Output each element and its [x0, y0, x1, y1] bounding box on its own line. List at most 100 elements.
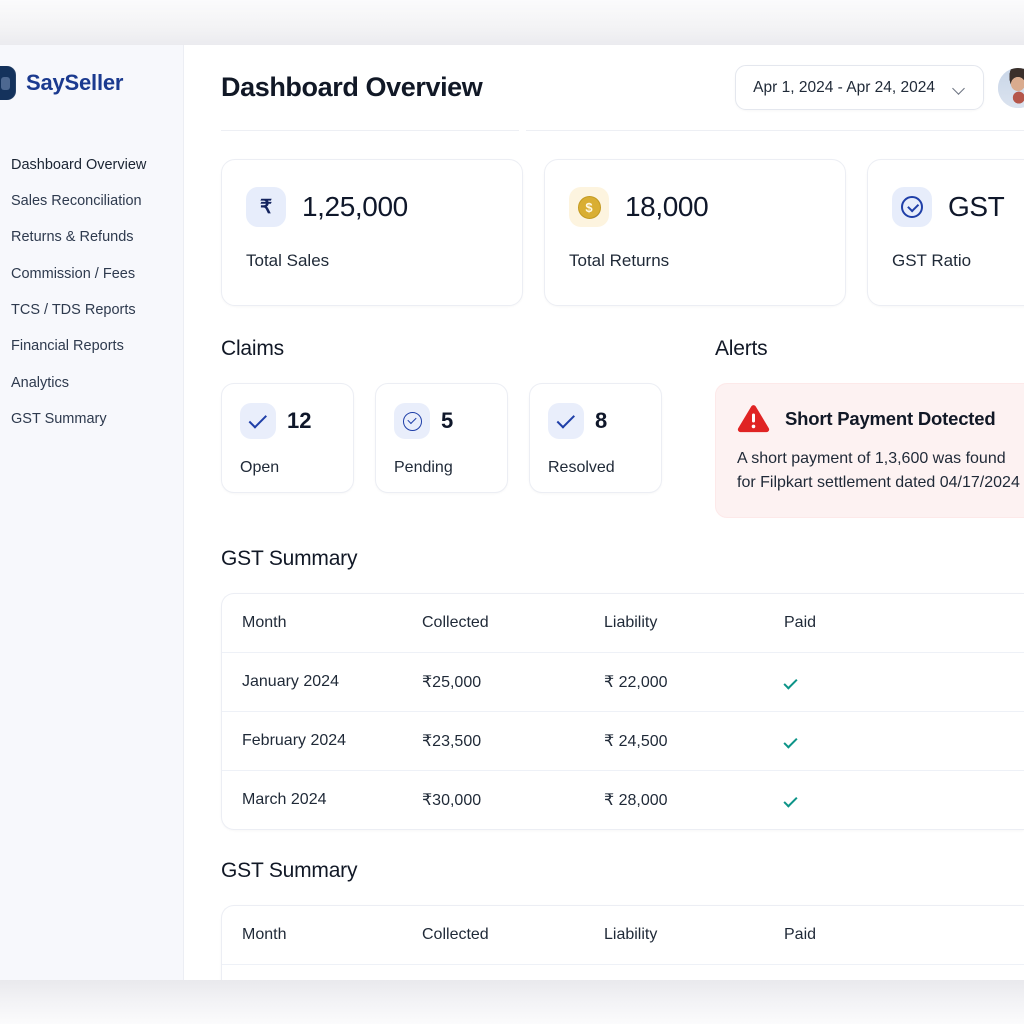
table-head: Month Collected Liability Paid: [222, 593, 1024, 653]
kpi-label: Total Returns: [569, 251, 670, 270]
kpi-value: GST: [948, 191, 1005, 222]
check-circle-icon: [892, 187, 932, 227]
device-top-band: [0, 0, 1024, 45]
claim-label: Resolved: [548, 459, 615, 476]
column-header-paid[interactable]: Paid: [784, 593, 1024, 653]
rupee-glyph: ₹: [259, 196, 273, 218]
kpi-card-gst-ratio[interactable]: GST GST Ratio: [867, 159, 1024, 306]
cell-month: March 2024: [242, 790, 327, 808]
gst-summary-table-1: Month Collected Liability Paid January 2…: [222, 593, 1024, 829]
check-circle-icon: [394, 403, 430, 439]
kpi-top: ₹ 1,25,000: [246, 187, 498, 227]
kpi-card-total-sales[interactable]: ₹ 1,25,000 Total Sales: [221, 159, 523, 306]
cell-liability: ₹ 24,500: [604, 711, 784, 771]
main-content: Dashboard Overview Apr 1, 2024 - Apr 24,…: [184, 45, 1024, 980]
column-header-paid[interactable]: Paid: [784, 905, 1024, 965]
check-icon: [783, 675, 798, 690]
sidebar-item-commission-fees[interactable]: Commission / Fees: [11, 265, 136, 282]
check-icon: [783, 793, 798, 808]
alert-title: Short Payment Dotected: [785, 407, 996, 429]
cell-collected: ₹30,000: [422, 791, 482, 809]
claim-top: 12: [240, 403, 335, 439]
sidebar-item-analytics[interactable]: Analytics: [11, 374, 70, 391]
check-icon: [783, 734, 798, 749]
cell-month: January 2024: [222, 652, 422, 712]
column-header-month[interactable]: Month: [222, 905, 422, 965]
cell-liability: ₹ 22,000: [604, 964, 784, 980]
cell-collected: ₹23,500: [422, 711, 604, 771]
sidebar-item-returns-refunds[interactable]: Returns & Refunds: [11, 229, 134, 246]
kpi-card-total-returns[interactable]: $ 18,000 Total Returns: [544, 159, 846, 306]
table-body: January 2024 ₹25,000 ₹ 22,000 February 2…: [222, 652, 1024, 829]
column-header-month[interactable]: Month: [222, 593, 422, 653]
claim-label: Pending: [394, 459, 453, 476]
claim-value: 8: [595, 408, 608, 433]
sidebar-item-financial-reports[interactable]: Financial Reports: [11, 338, 124, 355]
table-row[interactable]: March 2024 ₹30,000 ₹ 28,000: [222, 770, 1024, 829]
kpi-row: ₹ 1,25,000 Total Sales $ 18,000 Total Re…: [221, 159, 1024, 306]
sidebar: SaySeller Dashboard Overview Sales Recon…: [0, 45, 184, 980]
cell-collected: ₹ 23,000: [422, 964, 604, 980]
kpi-label: Total Sales: [246, 251, 330, 270]
column-header-liability[interactable]: Liability: [604, 905, 784, 965]
table-header-row: Month Collected Liability Paid: [222, 905, 1024, 965]
check-glyph: [556, 409, 575, 429]
claims-title: Claims: [221, 337, 284, 360]
gst-summary-title-2: GST Summary: [221, 858, 358, 882]
gst-summary-table-1-wrapper: Month Collected Liability Paid January 2…: [221, 592, 1024, 830]
sidebar-item-tcs-tds-reports[interactable]: TCS / TDS Reports: [11, 302, 136, 319]
kpi-top: GST: [892, 187, 1024, 227]
table-row[interactable]: February 2024 ₹23,500 ₹ 24,500: [222, 711, 1024, 771]
table-head: Month Collected Liability Paid: [222, 905, 1024, 965]
claim-card-pending[interactable]: 5 Pending: [375, 383, 508, 493]
claim-card-open[interactable]: 12 Open: [221, 383, 354, 493]
table-row[interactable]: January 2024 ₹25,000 ₹ 22,000: [222, 652, 1024, 712]
cell-liability: ₹ 22,000: [604, 652, 784, 712]
check-icon: [240, 403, 276, 439]
claim-cards: 12 Open 5 Pending: [221, 383, 715, 493]
claim-value: 5: [441, 408, 454, 433]
kpi-value: 18,000: [625, 191, 709, 222]
alert-card-short-payment[interactable]: Short Payment Dotected A short payment o…: [715, 383, 1024, 518]
alert-head: Short Payment Dotected: [737, 404, 1024, 433]
claims-section: Claims 12 Open: [221, 337, 715, 518]
gst-summary-block-2: GST Summary Month Collected Liability Pa…: [221, 859, 1024, 980]
cell-liability: ₹ 28,000: [604, 791, 668, 809]
sidebar-nav: Dashboard Overview Sales Reconciliation …: [0, 147, 183, 438]
coin-dollar-icon: $: [569, 187, 609, 227]
brand[interactable]: SaySeller: [0, 63, 183, 103]
table-body: January 2024 ₹ 23,000 ₹ 22,000 February …: [222, 964, 1024, 980]
cell-collected: ₹25,000: [422, 652, 604, 712]
gst-summary-table-2: Month Collected Liability Paid January 2…: [222, 905, 1024, 980]
topbar-right: Apr 1, 2024 - Apr 24, 2024: [735, 65, 1024, 110]
cell-month: February 2024: [222, 711, 422, 771]
table-row[interactable]: January 2024 ₹ 23,000 ₹ 22,000: [222, 964, 1024, 980]
sidebar-item-dashboard-overview[interactable]: Dashboard Overview: [11, 156, 147, 173]
cell-paid: [784, 964, 1024, 980]
check-circle-glyph: [901, 196, 923, 218]
column-header-collected[interactable]: Collected: [422, 905, 604, 965]
avatar[interactable]: [998, 67, 1024, 108]
table-header-row: Month Collected Liability Paid: [222, 593, 1024, 653]
claim-top: 8: [548, 403, 643, 439]
sidebar-item-sales-reconciliation[interactable]: Sales Reconciliation: [11, 192, 142, 209]
sayseller-logo-badge-icon: [0, 66, 16, 100]
rupee-icon: ₹: [246, 187, 286, 227]
cell-month: January 2024: [222, 964, 422, 980]
sidebar-item-gst-summary[interactable]: GST Summary: [11, 411, 107, 428]
avatar-image: [998, 67, 1024, 108]
date-range-value: Apr 1, 2024 - Apr 24, 2024: [753, 78, 935, 96]
device-bottom-band: [0, 980, 1024, 1024]
column-header-collected[interactable]: Collected: [422, 593, 604, 653]
date-range-picker[interactable]: Apr 1, 2024 - Apr 24, 2024: [735, 65, 984, 110]
check-circle-glyph: [402, 411, 422, 431]
claims-alerts-row: Claims 12 Open: [221, 337, 1024, 518]
claim-card-resolved[interactable]: 8 Resolved: [529, 383, 662, 493]
cell-paid: [783, 652, 1024, 712]
kpi-value: 1,25,000: [302, 191, 408, 222]
app-viewport: SaySeller Dashboard Overview Sales Recon…: [0, 45, 1024, 980]
column-header-liability[interactable]: Liability: [604, 593, 784, 653]
cell-paid: [783, 770, 1024, 829]
header-divider: [221, 130, 1024, 131]
check-icon: [548, 403, 584, 439]
